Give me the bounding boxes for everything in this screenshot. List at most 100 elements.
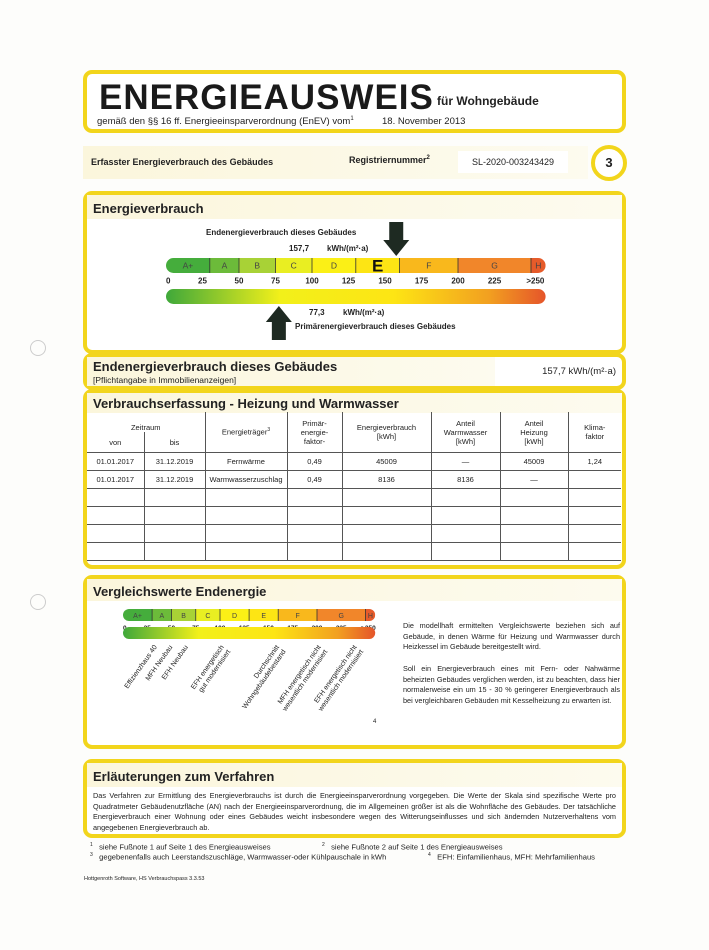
section-title: Verbrauchserfassung - Heizung und Warmwa… xyxy=(93,396,399,411)
section-title: Vergleichswerte Endenergie xyxy=(93,584,267,599)
class-label-G: G xyxy=(339,613,344,620)
class-segment-F xyxy=(278,609,317,621)
reg-label-text: Registriernummer xyxy=(349,155,427,165)
class-label-H: H xyxy=(535,261,541,271)
class-label-B: B xyxy=(254,261,260,271)
table-cell xyxy=(143,524,206,543)
class-segment-C xyxy=(275,258,312,273)
table-cell xyxy=(499,524,569,543)
section-header-bg xyxy=(87,357,495,386)
class-label-C: C xyxy=(291,261,297,271)
class-label-D: D xyxy=(232,613,237,620)
end-energy-title: Endenergieverbrauch dieses Gebäudes xyxy=(93,359,338,374)
header-period: Zeitraum xyxy=(87,412,206,432)
class-segment-A+ xyxy=(123,609,153,621)
class-segment-D xyxy=(312,258,356,273)
registration-number-label: Registriernummer2 xyxy=(349,155,430,165)
scale-tick-label: 50 xyxy=(235,277,244,286)
table-cell xyxy=(87,506,145,525)
section-title: Erläuterungen zum Verfahren xyxy=(93,769,275,784)
table-row: 01.01.2017 31.12.2019 Warmwasserzuschlag 0,… xyxy=(87,470,621,489)
software-credit: Hottgenroth Software, HS Verbrauchspass … xyxy=(84,876,205,882)
table-cell xyxy=(499,506,569,525)
footnote-ref: 1 xyxy=(350,116,354,122)
footnote-ref: 2 xyxy=(426,155,430,161)
table-cell xyxy=(204,542,288,561)
consumption-table: Zeitraum Energieträger3 Primär-energie-f… xyxy=(87,412,621,561)
comparison-text-1: Die modellhaft ermittelten Vergleichswer… xyxy=(403,621,620,652)
table-header-row: Zeitraum Energieträger3 Primär-energie-f… xyxy=(87,412,621,453)
class-segment-E xyxy=(249,609,279,621)
comparison-box: Vergleichswerte Endenergie 4 Die modellh… xyxy=(83,575,626,749)
header-heating: Anteil Heizung [kWh] xyxy=(499,412,569,453)
table-row xyxy=(87,506,621,525)
footnote-text: siehe Fußnote 1 auf Seite 1 des Energiea… xyxy=(99,842,271,852)
table-cell xyxy=(341,488,432,507)
table-cell xyxy=(341,542,432,561)
table-cell xyxy=(430,542,501,561)
class-segment-F xyxy=(399,258,458,273)
class-label-A+: A+ xyxy=(183,261,194,271)
scale-tick-label: 0 xyxy=(166,277,171,286)
class-label-A: A xyxy=(222,261,228,271)
table-cell xyxy=(204,488,288,507)
class-label-H: H xyxy=(368,613,373,620)
regulation-line: gemäß den §§ 16 ff. Energieeinsparverord… xyxy=(97,116,354,127)
table-cell xyxy=(567,542,621,561)
table-cell xyxy=(87,524,145,543)
primary-energy-label: Primärenergieverbrauch dieses Gebäudes xyxy=(295,322,456,331)
end-energy-value: 157,7 xyxy=(289,244,310,253)
footnote-mark: 4 xyxy=(428,852,431,858)
class-segment-D xyxy=(220,609,250,621)
table-cell: Fernwärme xyxy=(204,452,288,471)
header-box: ENERGIEAUSWEIS für Wohngebäude gemäß den… xyxy=(83,70,626,133)
table-row xyxy=(87,524,621,543)
table-cell: 31.12.2019 xyxy=(143,470,206,489)
table-cell: 45009 xyxy=(341,452,432,471)
scale-tick-label: 0 xyxy=(123,625,127,632)
footnote-4: 4 EFH: Einfamilienhaus, MFH: Mehrfamilie… xyxy=(428,852,595,862)
header-carrier-text: Energieträger xyxy=(221,427,268,437)
energy-scale: A+ A B C D E F G H 0 25 50 75 100 125 150 175 200 225 >250 xyxy=(166,222,546,340)
primary-energy-value: 77,3 xyxy=(309,308,325,317)
explanation-box: Erläuterungen zum Verfahren Das Verfahre… xyxy=(83,759,626,838)
table-cell xyxy=(430,488,501,507)
table-cell: 8136 xyxy=(341,470,432,489)
table-cell xyxy=(143,506,206,525)
scale-tick-label: 125 xyxy=(342,277,356,286)
comparison-text-2: Soll ein Energieverbrauch eines mit Fern… xyxy=(403,664,620,705)
scale-tick-label: 225 xyxy=(488,277,502,286)
scale-tick-label: 100 xyxy=(305,277,319,286)
header-carrier: Energieträger3 xyxy=(204,412,288,453)
section-header-bg xyxy=(87,195,622,219)
table-cell xyxy=(143,488,206,507)
table-cell xyxy=(499,488,569,507)
registration-bar: Erfasster Energieverbrauch des Gebäudes … xyxy=(83,146,588,179)
table-cell xyxy=(430,506,501,525)
registration-number: SL-2020-003243429 xyxy=(458,151,568,173)
table-cell xyxy=(286,542,343,561)
class-segment-H xyxy=(531,258,546,273)
class-band xyxy=(166,258,546,273)
table-cell xyxy=(567,524,621,543)
end-energy-box: Endenergieverbrauch dieses Gebäudes [Pfl… xyxy=(83,353,626,390)
gradient-bar xyxy=(166,289,546,304)
header-hot-water: Anteil Warmwasser [kWh] xyxy=(430,412,501,453)
page-number-circle: 3 xyxy=(591,145,627,181)
class-segment-C xyxy=(195,609,220,621)
comparison-scale: A+ABCDEFGH0255075100125150175200225>250E… xyxy=(123,609,376,713)
table-cell: 0,49 xyxy=(286,452,343,471)
primary-energy-unit: kWh/(m²·a) xyxy=(343,308,385,317)
table-cell xyxy=(286,488,343,507)
class-band xyxy=(123,609,376,621)
table-cell xyxy=(430,524,501,543)
table-cell xyxy=(567,506,621,525)
end-energy-arrow-icon xyxy=(383,222,410,256)
table-cell: 01.01.2017 xyxy=(87,470,145,489)
class-segment-B xyxy=(239,258,276,273)
comparison-footnote-mark: 4 xyxy=(373,719,377,725)
scale-tick-label: 200 xyxy=(451,277,465,286)
class-segment-B xyxy=(171,609,196,621)
table-cell xyxy=(341,506,432,525)
header-consumption: Energieverbrauch [kWh] xyxy=(341,412,432,453)
